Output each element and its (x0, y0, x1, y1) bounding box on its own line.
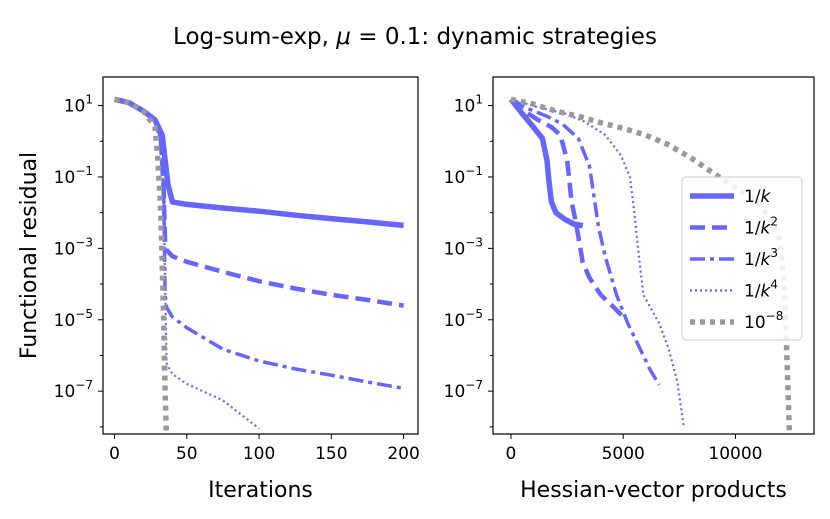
legend-item: 1/k2 (690, 215, 778, 239)
x-tick-label: 0 (506, 444, 517, 464)
x-axis-label: Iterations (208, 478, 313, 503)
series-line-1k4 (114, 98, 260, 430)
legend-label: 10−8 (744, 309, 783, 333)
y-tick-label: 101 (64, 93, 93, 117)
series-line-1k3 (114, 97, 404, 391)
series-line-1k4 (510, 98, 685, 428)
series-line-1k (508, 97, 584, 229)
y-tick-label: 101 (454, 93, 483, 117)
legend: 1/k 1/k2 1/k3 1/k4 10−8 (681, 176, 803, 341)
legend-item: 1/k4 (690, 278, 778, 302)
legend-item: 1/k (690, 187, 772, 207)
panel-1: 0 50 100 150 200 10−7 10−5 10−3 10−1 101 Iteration… (17, 76, 420, 503)
x-tick-label: 200 (387, 444, 419, 464)
y-tick-label: 10−3 (444, 235, 483, 259)
plot-frame (492, 76, 815, 435)
series-line-108 (113, 96, 170, 434)
y-tick-label: 10−5 (54, 307, 93, 331)
legend-label: 1/k3 (744, 246, 778, 270)
x-tick-label: 100 (243, 444, 275, 464)
legend-box (681, 176, 803, 341)
series-line-1k2 (509, 97, 625, 319)
x-tick-label: 10000 (708, 444, 762, 464)
x-tick-label: 50 (176, 444, 198, 464)
x-axis-label: Hessian-vector products (520, 478, 787, 503)
y-tick-label: 10−7 (54, 378, 93, 402)
legend-label: 1/k4 (744, 278, 778, 302)
legend-label: 1/k (744, 187, 772, 207)
y-axis-label: Functional residual (17, 152, 42, 359)
legend-item: 10−8 (690, 309, 783, 333)
chart-title: Log-sum-exp, μ = 0.1: dynamic strategies (173, 24, 657, 50)
y-tick-label: 10−5 (444, 307, 483, 331)
plot-frame (102, 76, 419, 435)
x-tick-label: 5000 (602, 444, 645, 464)
y-tick-label: 10−1 (444, 164, 483, 188)
x-tick-label: 0 (109, 444, 120, 464)
legend-item: 1/k3 (690, 246, 778, 270)
y-tick-label: 10−7 (444, 378, 483, 402)
legend-label: 1/k2 (744, 215, 778, 239)
series-line-1k3 (510, 97, 661, 386)
x-tick-label: 150 (315, 444, 347, 464)
y-tick-label: 10−3 (54, 235, 93, 259)
panel-2: 0 5000 10000 10−7 10−5 10−3 10−1 101 Hessian-vec… (444, 76, 815, 503)
y-tick-label: 10−1 (54, 164, 93, 188)
series-line-1k2 (114, 97, 404, 308)
